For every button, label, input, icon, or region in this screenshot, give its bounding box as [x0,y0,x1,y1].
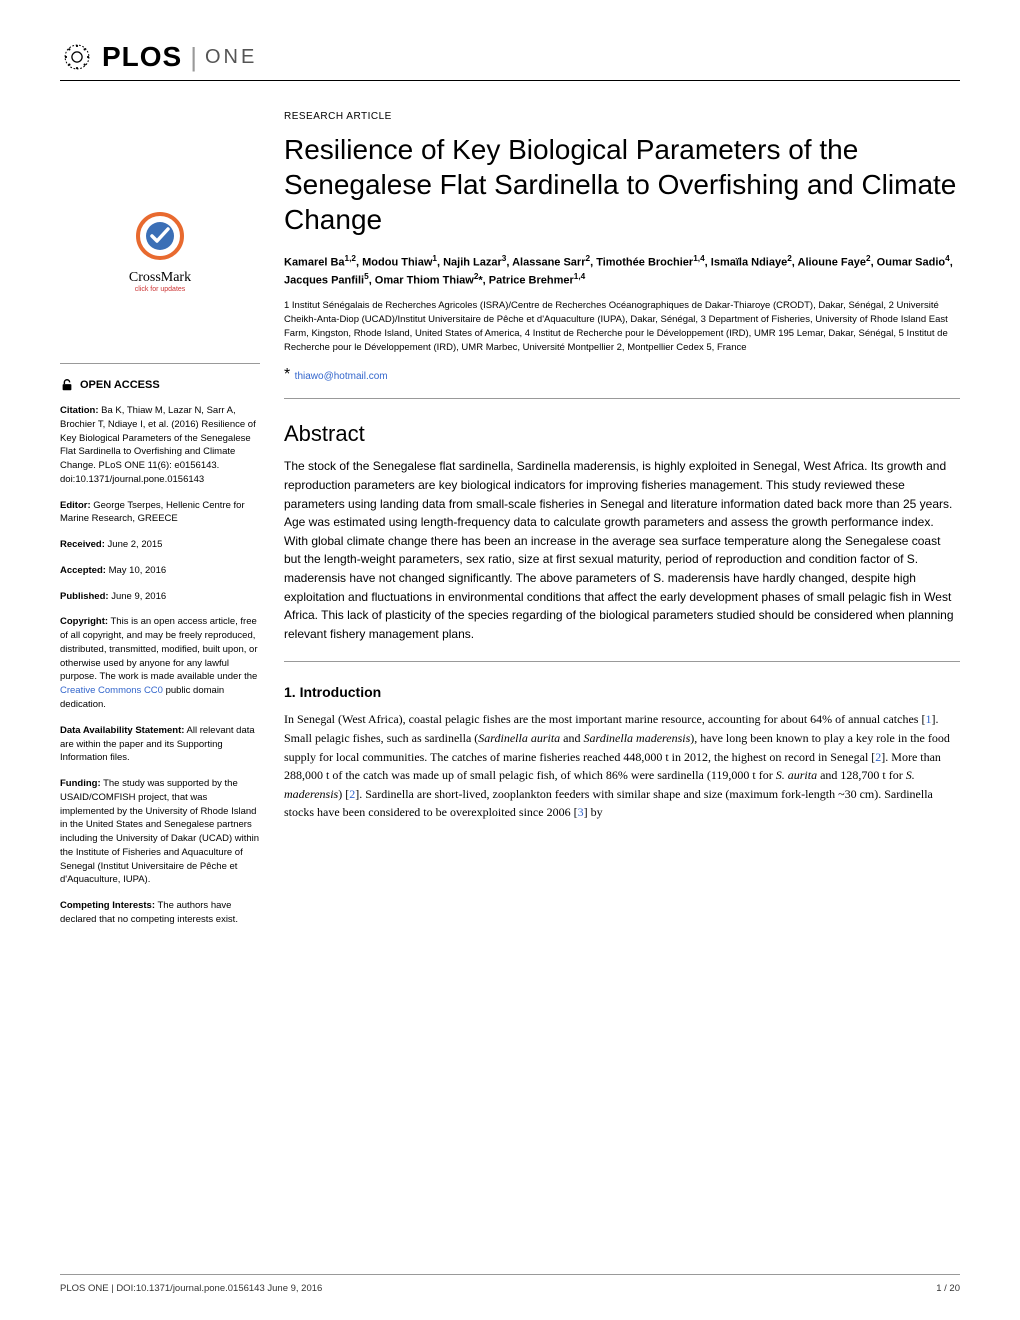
open-access-badge: OPEN ACCESS [60,363,260,392]
competing-interests-block: Competing Interests: The authors have de… [60,899,260,927]
page-footer: PLOS ONE | DOI:10.1371/journal.pone.0156… [60,1274,960,1294]
crossmark-badge[interactable]: CrossMark click for updates [60,211,260,293]
open-access-label: OPEN ACCESS [80,379,160,391]
crossmark-icon [135,211,185,261]
intro-heading: 1. Introduction [284,684,960,700]
email-link[interactable]: thiawo@hotmail.com [295,371,388,382]
plos-swirl-icon [60,40,94,74]
footer-doi: PLOS ONE | DOI:10.1371/journal.pone.0156… [60,1283,322,1294]
data-availability-block: Data Availability Statement: All relevan… [60,724,260,765]
journal-name: ONE [205,46,257,69]
plos-wordmark: PLOS [102,41,182,73]
header-rule [60,80,960,81]
funding-block: Funding: The study was supported by the … [60,777,260,887]
editor-block: Editor: George Tserpes, Hellenic Centre … [60,499,260,527]
article-title: Resilience of Key Biological Parameters … [284,132,960,237]
copyright-block: Copyright: This is an open access articl… [60,615,260,711]
abstract-text: The stock of the Senegalese flat sardine… [284,457,960,643]
cc0-link[interactable]: Creative Commons CC0 [60,685,163,696]
citation-block: Citation: Ba K, Thiaw M, Lazar N, Sarr A… [60,404,260,487]
open-lock-icon [60,378,74,392]
journal-logo: PLOS | ONE [60,40,960,74]
footer-page-number: 1 / 20 [936,1283,960,1294]
section-rule [284,661,960,662]
section-rule [284,398,960,399]
abstract-heading: Abstract [284,421,960,447]
published-block: Published: June 9, 2016 [60,590,260,604]
intro-paragraph: In Senegal (West Africa), coastal pelagi… [284,710,960,822]
logo-divider: | [190,42,197,73]
accepted-block: Accepted: May 10, 2016 [60,564,260,578]
crossmark-subtitle: click for updates [60,286,260,293]
crossmark-label: CrossMark [60,270,260,286]
affiliations: 1 Institut Sénégalais de Recherches Agri… [284,299,960,354]
corresponding-email: * thiawo@hotmail.com [284,366,960,384]
received-block: Received: June 2, 2015 [60,538,260,552]
authors-list: Kamarel Ba1,2, Modou Thiaw1, Najih Lazar… [284,253,960,289]
article-type: RESEARCH ARTICLE [284,111,960,122]
